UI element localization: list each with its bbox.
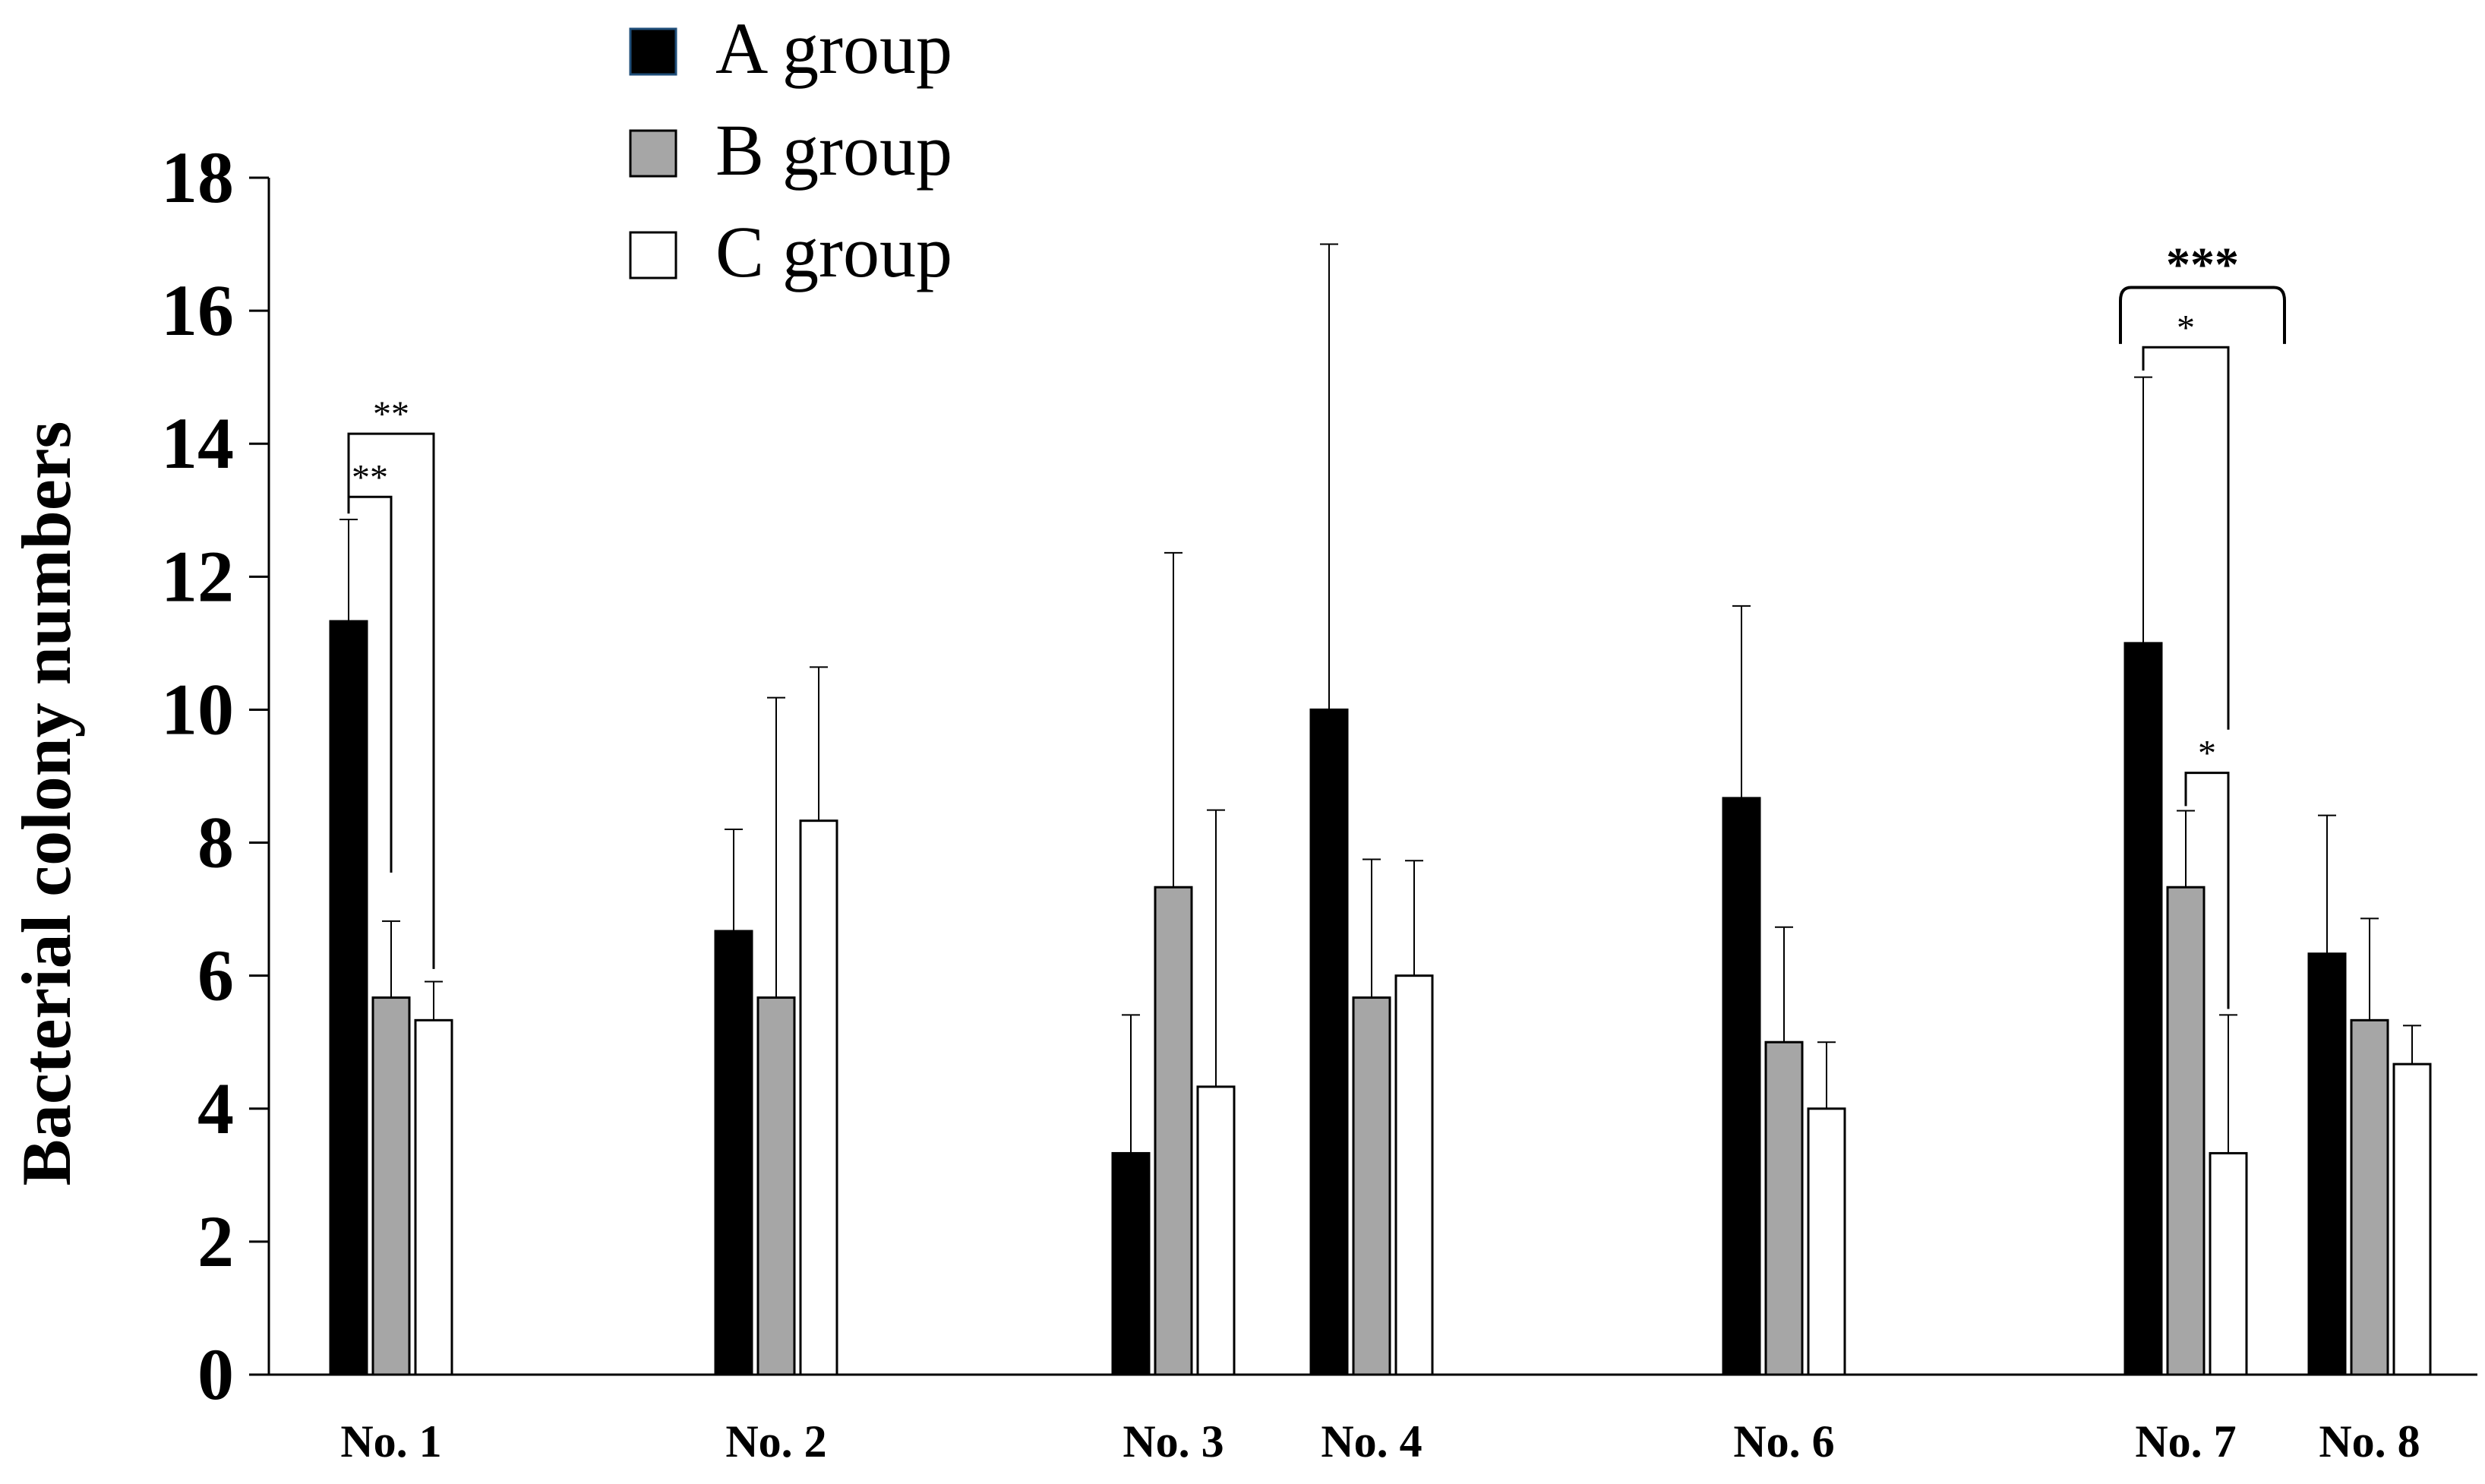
bar-c-group (1807, 1107, 1846, 1376)
y-tick-label: 0 (197, 1334, 234, 1415)
significance-line (2184, 772, 2230, 1009)
significance-label: ** (373, 394, 409, 434)
significance-label: ** (352, 457, 388, 497)
x-tick-label: No. 2 (725, 1416, 826, 1467)
significance-annotations: ********* (347, 238, 2286, 1009)
legend-swatch (629, 129, 677, 178)
legend-swatch (629, 231, 677, 279)
bar-a-group (2307, 952, 2347, 1376)
bar-a-group (714, 930, 753, 1376)
significance-label: * (2177, 308, 2195, 348)
bars (329, 620, 2432, 1376)
significance-label: *** (2166, 238, 2239, 292)
bar-a-group (329, 620, 368, 1376)
bar-c-group (1196, 1085, 1236, 1376)
error-bars (339, 243, 2421, 1154)
x-tick-label: No. 6 (1733, 1416, 1834, 1467)
bar-a-group (1111, 1151, 1151, 1376)
bar-b-group (2166, 886, 2206, 1376)
bar-b-group (371, 996, 411, 1376)
axes: 0 2 4 6 8 10 12 14 16 18 No. 1 No. 2 No. 3 No. 4 No. 6… (161, 137, 2477, 1467)
y-tick-label: 14 (161, 403, 234, 484)
bar-c-group (414, 1018, 453, 1376)
bar-c-group (2392, 1062, 2432, 1376)
y-tick-label: 4 (197, 1068, 234, 1149)
bar-a-group (2123, 642, 2163, 1376)
bar-b-group (1154, 886, 1193, 1376)
legend-label: B group (715, 109, 952, 191)
y-tick-label: 10 (161, 668, 234, 750)
y-tick-label: 16 (161, 270, 234, 351)
y-tick-label: 2 (197, 1201, 234, 1282)
legend-label: C group (715, 211, 952, 292)
legend: A group B group C group (629, 8, 952, 292)
bar-b-group (1352, 996, 1391, 1376)
x-tick-label: No. 8 (2319, 1416, 2420, 1467)
x-tick-label: No. 1 (340, 1416, 441, 1467)
bar-b-group (2350, 1018, 2389, 1376)
bar-b-group (756, 996, 796, 1376)
bar-a-group (1309, 708, 1349, 1376)
bar-a-group (1722, 797, 1761, 1376)
legend-label: A group (715, 8, 952, 89)
legend-swatch (629, 27, 677, 76)
y-tick-label: 6 (197, 935, 234, 1016)
y-axis-title: Bacterial colony numbers (8, 422, 85, 1186)
significance-bracket (2119, 286, 2286, 344)
x-tick-label: No. 7 (2135, 1416, 2236, 1467)
significance-line (2142, 346, 2230, 730)
significance-label: * (2198, 734, 2216, 774)
bar-b-group (1764, 1040, 1804, 1376)
y-tick-label: 12 (161, 535, 234, 617)
significance-line (347, 432, 435, 969)
x-tick-label: No. 3 (1123, 1416, 1224, 1467)
bar-c-group (1394, 974, 1434, 1376)
bar-c-group (2209, 1151, 2248, 1376)
y-tick-label: 8 (197, 802, 234, 883)
x-tick-label: No. 4 (1321, 1416, 1422, 1467)
y-tick-label: 18 (161, 137, 234, 218)
bar-c-group (799, 819, 838, 1376)
